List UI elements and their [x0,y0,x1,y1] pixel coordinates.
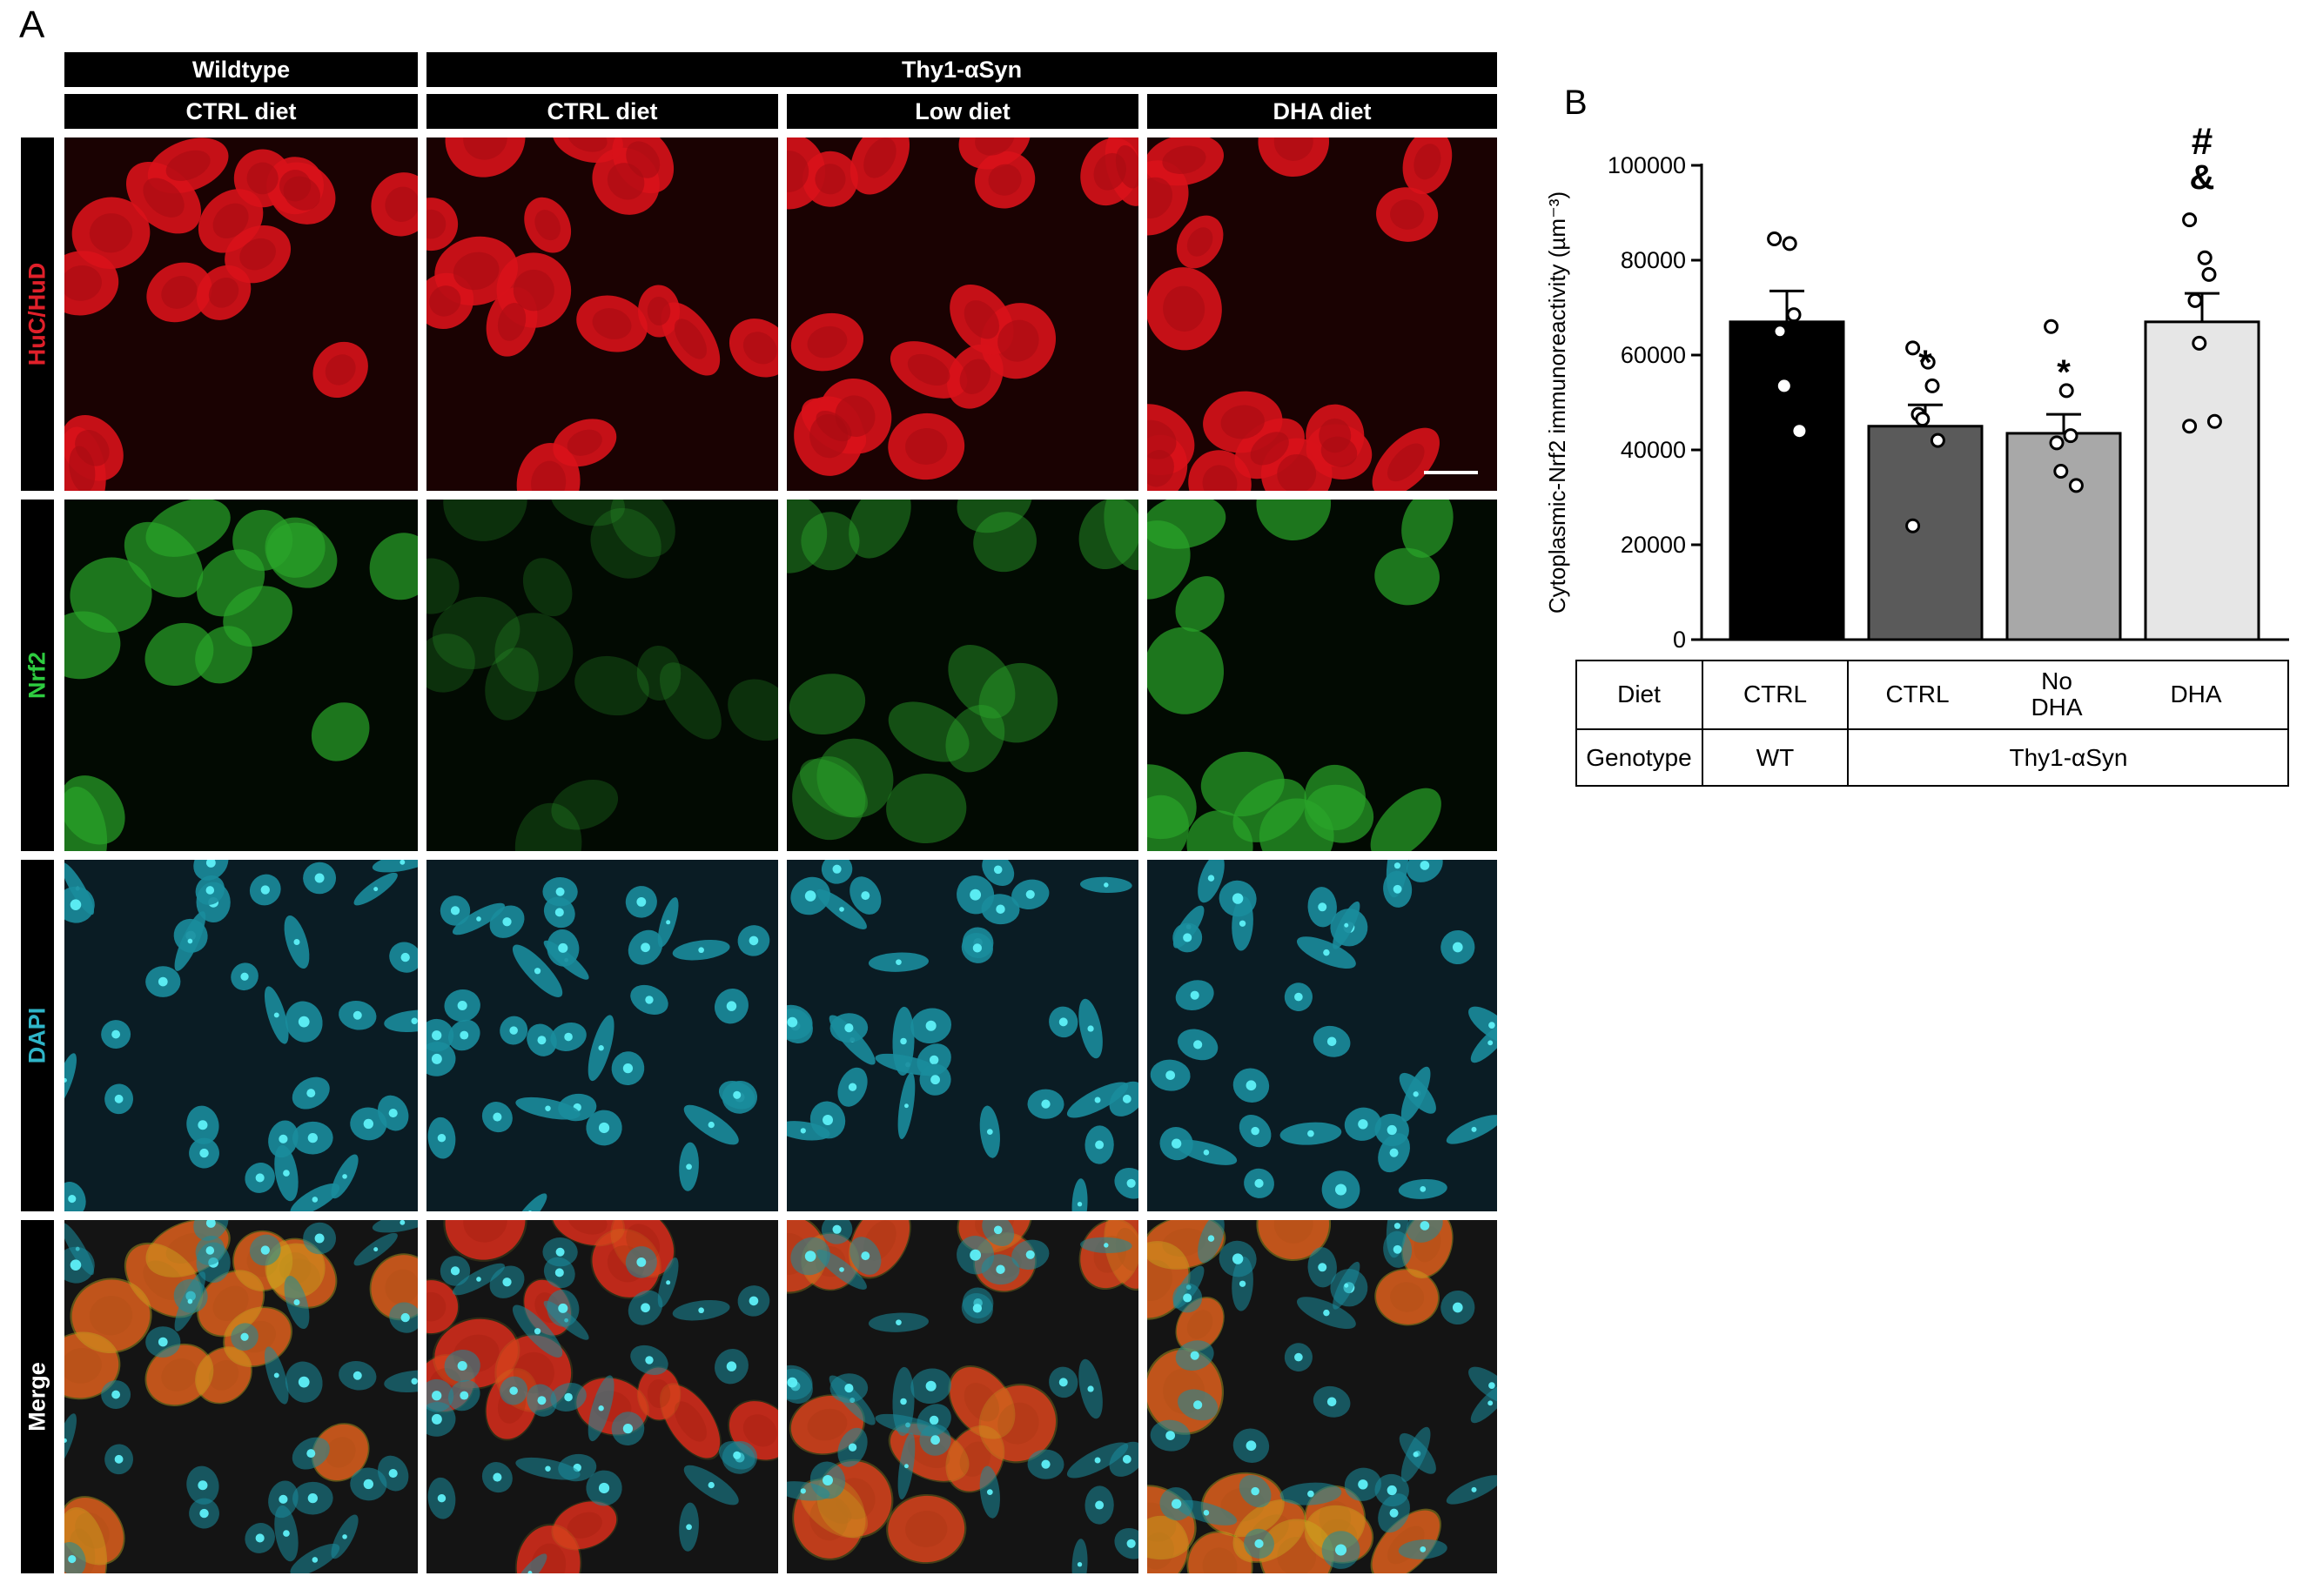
row-label-dapi-text: DAPI [24,1007,50,1064]
data-point [1924,378,1940,393]
y-axis-label: Cytoplasmic-Nrf2 immunoreactivity (µm⁻³) [1544,191,1570,614]
column-header-3: Low diet [787,94,1138,129]
table-diet-label: Diet [1617,681,1661,707]
data-point [1767,231,1783,246]
header-wildtype: Wildtype [64,52,418,87]
micrograph-merge-wt-ctrl [64,1220,418,1573]
data-point [1905,340,1921,356]
significance-marker: * [1918,344,1932,382]
column-header-4: DHA diet [1147,94,1497,129]
y-tick-label: 40000 [1621,437,1686,463]
data-point [2197,250,2213,265]
data-point [2201,266,2217,282]
table-diet-2: CTRL [1885,681,1950,707]
data-point [1930,433,1945,448]
data-point [1915,412,1931,427]
bar-chart: 0 20000 40000 60000 80000 100000 Cytoplasmic-N… [1544,120,2289,653]
data-point [2187,292,2203,308]
micrograph-merge-thy1-dha [1147,1220,1497,1573]
row-label-nrf2-text: Nrf2 [24,651,50,700]
data-point [1777,379,1790,392]
data-point [1920,354,1936,370]
micrograph-huc-thy1-ctrl [426,137,778,491]
data-point [2049,435,2065,451]
y-tick-label: 100000 [1608,152,1686,178]
micrograph-huc-wt-ctrl [64,137,418,491]
y-tick-label: 60000 [1621,342,1686,368]
table-diet-3: No DHA [2031,667,2083,721]
micrograph-dapi-thy1-low [787,860,1138,1211]
row-label-dapi: DAPI [21,860,54,1211]
micrograph-huc-thy1-low [787,137,1138,491]
micrograph-huc-thy1-dha [1147,137,1497,491]
bar [2144,320,2260,641]
condition-table: Diet Genotype CTRL CTRL No DHA DHA WT Th… [1575,660,2289,787]
row-label-merge-text: Merge [24,1362,50,1432]
micrograph-nrf2-wt-ctrl [64,500,418,851]
data-point [1772,324,1788,339]
bar [1867,425,1984,641]
data-point [1782,236,1797,251]
data-point [1786,307,1802,323]
y-tick-label: 20000 [1621,532,1686,558]
table-grid [1575,660,2289,787]
significance-marker: * [2057,353,2071,392]
micrograph-merge-thy1-ctrl [426,1220,778,1573]
micrograph-dapi-thy1-ctrl [426,860,778,1211]
data-point [2206,413,2222,429]
significance-marker: # [2192,120,2213,163]
data-point [2053,464,2069,479]
data-point [2044,319,2059,334]
row-label-huc-text: HuC/HuD [24,262,50,366]
column-header-2: CTRL diet [426,94,778,129]
table-genotype-2: Thy1-αSyn [2009,744,2128,771]
data-point [1793,425,1806,438]
data-point [2182,419,2198,434]
y-tick-label: 80000 [1621,247,1686,273]
data-point [2068,478,2084,493]
table-genotype-label: Genotype [1586,744,1692,771]
micrograph-nrf2-thy1-low [787,500,1138,851]
micrograph-dapi-thy1-dha [1147,860,1497,1211]
scale-bar [1424,471,1478,474]
data-point [2182,212,2198,228]
table-genotype-1: WT [1756,744,1795,771]
data-point [2063,428,2078,444]
header-thy1: Thy1-αSyn [426,52,1497,87]
significance-marker: & [2190,158,2215,197]
table-diet-4: DHA [2170,681,2222,707]
micrograph-dapi-wt-ctrl [64,860,418,1211]
bar [1729,320,1845,641]
column-header-1: CTRL diet [64,94,418,129]
micrograph-nrf2-thy1-ctrl [426,500,778,851]
micrograph-merge-thy1-low [787,1220,1138,1573]
data-point [2058,383,2074,399]
data-point [1905,518,1921,533]
table-diet-1: CTRL [1743,681,1808,707]
row-label-huc: HuC/HuD [21,137,54,491]
micrograph-nrf2-thy1-dha [1147,500,1497,851]
data-point [2192,335,2207,351]
y-tick-label: 0 [1673,627,1686,653]
panel-a-letter: A [19,3,45,46]
panel-b-letter: B [1564,84,1588,122]
row-label-nrf2: Nrf2 [21,500,54,851]
row-label-merge: Merge [21,1220,54,1573]
bar [2005,432,2122,641]
